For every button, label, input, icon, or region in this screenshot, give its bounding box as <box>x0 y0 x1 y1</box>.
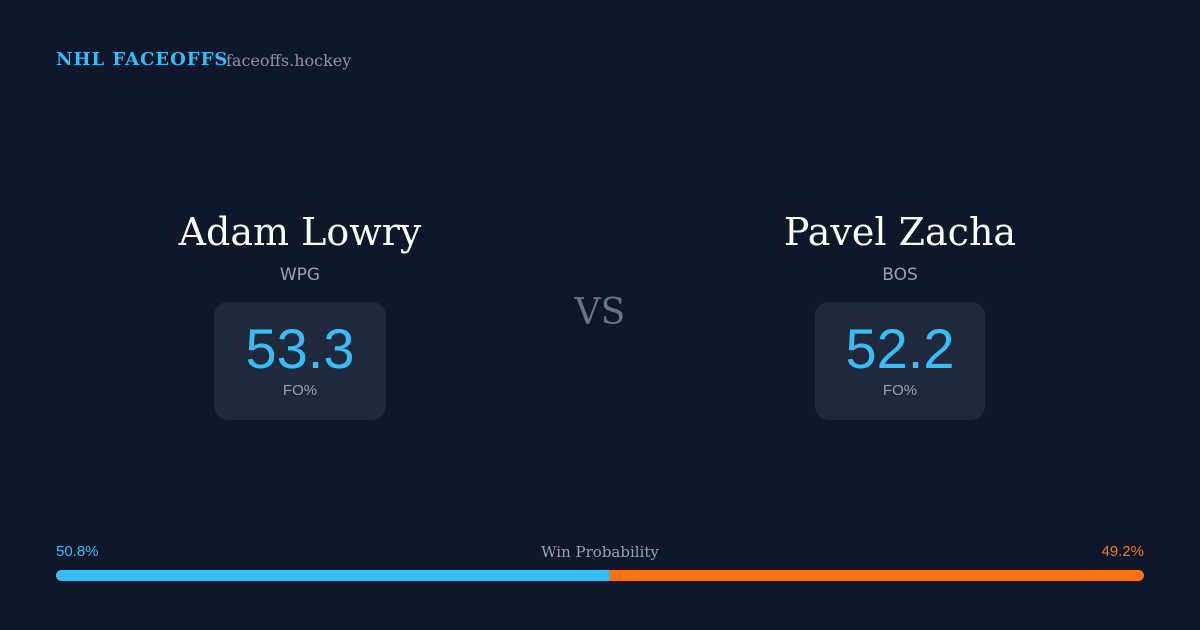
stat-label: FO% <box>282 382 318 399</box>
win-prob-segment <box>56 570 609 581</box>
stat-label: FO% <box>882 382 918 399</box>
stat-box: 52.2 FO% <box>815 302 985 420</box>
win-prob-left: 50.8% <box>56 543 99 560</box>
player-team: WPG <box>279 265 321 285</box>
stat-box: 53.3 FO% <box>214 302 386 420</box>
win-prob-right: 49.2% <box>1101 543 1144 560</box>
win-prob-segment <box>608 570 1144 581</box>
faceoff-pct: 53.3 <box>245 317 355 380</box>
player-name: Pavel Zacha <box>783 210 1017 254</box>
site-url: faceoffs.hockey <box>226 51 352 70</box>
player-name: Adam Lowry <box>178 210 422 254</box>
win-prob-bar <box>56 570 1144 581</box>
faceoff-pct: 52.2 <box>845 317 955 380</box>
brand: NHL FACEOFFS <box>56 49 229 70</box>
player-team: BOS <box>882 265 918 285</box>
player-card: Adam Lowry WPG 53.3 FO% <box>100 205 500 420</box>
player-card: Pavel Zacha BOS 52.2 FO% <box>700 205 1100 420</box>
win-prob-title: Win Probability <box>541 543 659 561</box>
versus: VS <box>574 292 626 333</box>
